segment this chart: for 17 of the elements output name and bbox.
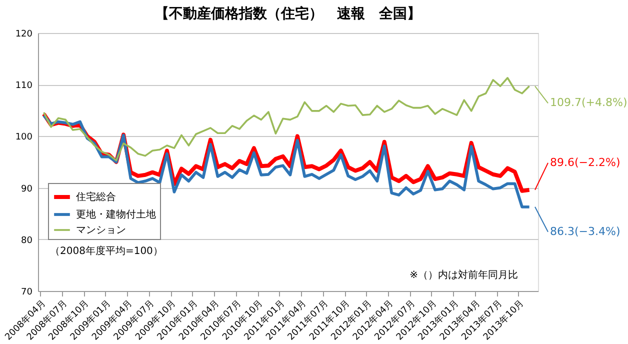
line-series [42, 76, 530, 162]
annotation: ※（）内は対前年同月比 [410, 269, 518, 281]
y-tick-label: 110 [15, 81, 33, 92]
y-tick-label: 80 [21, 236, 33, 246]
legend-label: 住宅総合 [76, 191, 116, 203]
y-tick-label: 70 [21, 288, 33, 298]
legend-label: 更地・建物付土地 [76, 208, 156, 220]
y-tick-label: 90 [21, 184, 33, 194]
text: 86.3(−3.4%) [550, 224, 620, 238]
line-series [42, 114, 531, 208]
y-tick-label: 100 [15, 132, 33, 143]
legend-label: マンション [76, 225, 126, 236]
annotation: （2008年度平均=100） [50, 245, 163, 257]
text: 89.6(−2.2%) [550, 156, 620, 169]
chart-title: 【不動産価格指数（住宅） 速報 全国】 [155, 5, 421, 22]
y-tick-label: 120 [15, 30, 33, 40]
text: 109.7(+4.8%) [550, 96, 628, 110]
